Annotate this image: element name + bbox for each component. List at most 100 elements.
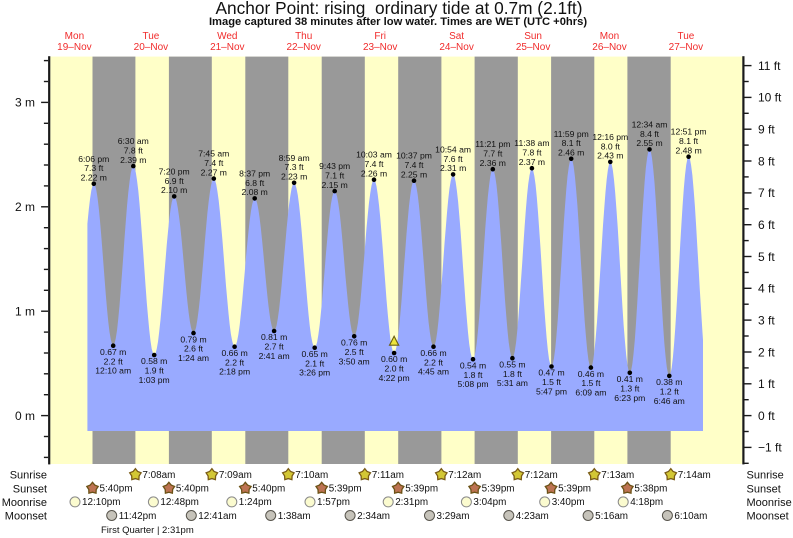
svg-text:22–Nov: 22–Nov (286, 42, 320, 53)
svg-text:0.55 m: 0.55 m (499, 359, 525, 369)
svg-text:2.10 m: 2.10 m (161, 185, 187, 195)
svg-text:0.67 m: 0.67 m (100, 347, 126, 357)
svg-text:7:10am: 7:10am (295, 470, 328, 481)
svg-text:Moonrise: Moonrise (2, 497, 47, 509)
svg-text:Sunset: Sunset (747, 483, 781, 495)
svg-text:2.27 m: 2.27 m (201, 167, 227, 177)
svg-text:2.36 m: 2.36 m (480, 158, 506, 168)
svg-text:7:20 pm: 7:20 pm (159, 166, 190, 176)
svg-text:7:08am: 7:08am (142, 470, 175, 481)
svg-text:10:37 pm: 10:37 pm (396, 151, 432, 161)
svg-text:5:40pm: 5:40pm (100, 484, 133, 495)
svg-text:7:13am: 7:13am (601, 470, 634, 481)
svg-text:Thu: Thu (295, 31, 312, 42)
svg-text:2.1 ft: 2.1 ft (305, 358, 325, 368)
svg-text:2.2 ft: 2.2 ft (225, 357, 245, 367)
svg-text:3:29am: 3:29am (437, 511, 470, 522)
svg-text:7 ft: 7 ft (758, 186, 775, 200)
svg-text:Moonset: Moonset (5, 511, 47, 523)
svg-text:Mon: Mon (600, 31, 619, 42)
svg-text:8:59 am: 8:59 am (279, 153, 310, 163)
svg-text:5:39pm: 5:39pm (482, 484, 515, 495)
svg-text:7:14am: 7:14am (678, 470, 711, 481)
svg-text:Sunset: Sunset (13, 483, 47, 495)
svg-text:2.26 m: 2.26 m (361, 169, 387, 179)
svg-text:3:04pm: 3:04pm (473, 497, 506, 508)
svg-text:2.7 ft: 2.7 ft (265, 342, 285, 352)
svg-text:1.5 ft: 1.5 ft (542, 377, 562, 387)
svg-text:1.3 ft: 1.3 ft (620, 383, 640, 393)
svg-text:7.3 ft: 7.3 ft (285, 162, 305, 172)
svg-text:5 ft: 5 ft (758, 250, 775, 264)
svg-text:2.08 m: 2.08 m (242, 187, 268, 197)
svg-text:4:23am: 4:23am (516, 511, 549, 522)
svg-text:1.8 ft: 1.8 ft (503, 369, 523, 379)
svg-text:4 ft: 4 ft (758, 282, 775, 296)
svg-text:6 ft: 6 ft (758, 218, 775, 232)
svg-text:7.8 ft: 7.8 ft (124, 146, 144, 156)
svg-text:11 ft: 11 ft (758, 59, 781, 73)
svg-text:2 ft: 2 ft (758, 345, 775, 359)
svg-text:2.6 ft: 2.6 ft (184, 344, 204, 354)
svg-text:24–Nov: 24–Nov (439, 42, 473, 53)
svg-text:2.15 m: 2.15 m (322, 180, 348, 190)
svg-text:Image captured 38 minutes afte: Image captured 38 minutes after low wate… (209, 16, 587, 28)
svg-text:5:08 pm: 5:08 pm (457, 379, 488, 389)
svg-text:2.5 ft: 2.5 ft (345, 347, 365, 357)
svg-text:0.38 m: 0.38 m (656, 377, 682, 387)
svg-text:26–Nov: 26–Nov (592, 42, 626, 53)
svg-text:2.55 m: 2.55 m (636, 138, 662, 148)
svg-text:6:23 pm: 6:23 pm (614, 393, 645, 403)
svg-text:2:18 pm: 2:18 pm (219, 367, 250, 377)
svg-text:7.3 ft: 7.3 ft (84, 163, 104, 173)
svg-text:2.0 ft: 2.0 ft (385, 364, 405, 374)
svg-text:8.4 ft: 8.4 ft (640, 129, 660, 139)
svg-text:Sun: Sun (524, 31, 542, 42)
svg-text:2.2 ft: 2.2 ft (104, 356, 124, 366)
svg-text:6.9 ft: 6.9 ft (165, 176, 185, 186)
svg-text:7.6 ft: 7.6 ft (444, 154, 464, 164)
svg-text:0 ft: 0 ft (758, 409, 775, 423)
svg-text:0.46 m: 0.46 m (578, 369, 604, 379)
svg-text:5:40pm: 5:40pm (176, 484, 209, 495)
svg-text:2.31 m: 2.31 m (440, 163, 466, 173)
svg-text:7:12am: 7:12am (525, 470, 558, 481)
svg-text:3:50 am: 3:50 am (339, 356, 370, 366)
svg-text:8.1 ft: 8.1 ft (679, 136, 699, 146)
svg-text:6:46 am: 6:46 am (654, 396, 685, 406)
svg-text:8.1 ft: 8.1 ft (562, 138, 582, 148)
svg-text:6.8 ft: 6.8 ft (245, 178, 265, 188)
svg-text:2:31pm: 2:31pm (395, 497, 428, 508)
svg-text:8:37 pm: 8:37 pm (239, 168, 270, 178)
svg-text:1 m: 1 m (15, 305, 35, 319)
svg-text:Tue: Tue (677, 31, 694, 42)
svg-text:5:38pm: 5:38pm (634, 484, 667, 495)
svg-text:0.58 m: 0.58 m (141, 356, 167, 366)
svg-text:1 ft: 1 ft (758, 377, 775, 391)
svg-text:1:03 pm: 1:03 pm (139, 375, 170, 385)
svg-text:7.8 ft: 7.8 ft (522, 148, 542, 158)
svg-text:7.4 ft: 7.4 ft (364, 159, 384, 169)
svg-text:7:45 am: 7:45 am (198, 149, 229, 159)
svg-text:10:54 am: 10:54 am (435, 144, 471, 154)
svg-text:10:03 am: 10:03 am (356, 150, 392, 160)
svg-text:7:11am: 7:11am (372, 470, 404, 481)
svg-text:5:39pm: 5:39pm (558, 484, 591, 495)
svg-text:2:41 am: 2:41 am (259, 351, 290, 361)
svg-text:7.4 ft: 7.4 ft (204, 158, 224, 168)
svg-text:Sat: Sat (449, 31, 464, 42)
svg-text:2.48 m: 2.48 m (675, 146, 701, 156)
svg-text:6:30 am: 6:30 am (118, 136, 149, 146)
svg-text:3 ft: 3 ft (758, 313, 775, 327)
svg-text:6:09 am: 6:09 am (575, 388, 606, 398)
svg-text:12:10 am: 12:10 am (95, 366, 131, 376)
svg-text:1:24 am: 1:24 am (178, 353, 209, 363)
svg-text:0.76 m: 0.76 m (341, 338, 367, 348)
svg-text:0.65 m: 0.65 m (302, 349, 328, 359)
svg-text:1:38am: 1:38am (278, 511, 311, 522)
svg-text:5:47 pm: 5:47 pm (536, 387, 567, 397)
svg-text:9 ft: 9 ft (758, 123, 775, 137)
svg-text:−1 ft: −1 ft (758, 441, 782, 455)
svg-text:First Quarter | 2:31pm: First Quarter | 2:31pm (101, 525, 194, 536)
svg-text:Anchor Point: rising ordinary: Anchor Point: rising ordinary tide at 0.… (216, 0, 583, 18)
